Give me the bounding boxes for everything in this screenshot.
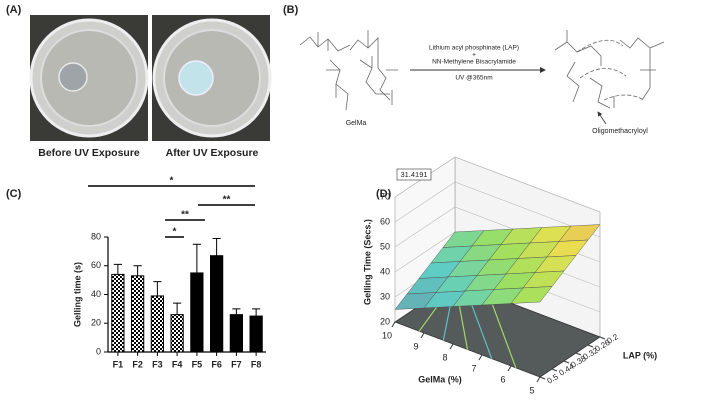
y-tick — [587, 344, 594, 348]
caption: Before UV Exposure — [38, 147, 140, 159]
z-axis-label: Gelling Time (Secs.) — [362, 219, 372, 305]
significance-label: ** — [223, 195, 231, 206]
z-tick-label: 70 — [380, 191, 390, 201]
annotation: 31.4191 — [400, 170, 427, 179]
x-tick-label: 5 — [529, 385, 534, 395]
bar — [131, 275, 145, 353]
x-tick-label: F5 — [192, 359, 203, 369]
diagram-label: Oligomethacryloyl — [592, 128, 648, 135]
x-tick-label: F7 — [231, 359, 242, 369]
significance-label: * — [173, 227, 177, 238]
surface-cell — [510, 286, 553, 304]
annotation-box — [396, 168, 432, 181]
y-tick-label: 40 — [91, 289, 101, 299]
x-tick-label: F3 — [152, 359, 163, 369]
y-tick — [599, 336, 606, 340]
y-tick-label: 0 — [96, 346, 101, 356]
x-axis-label: GelMa (%) — [418, 374, 462, 384]
diagram-label: GelMa — [346, 120, 367, 127]
y-tick — [563, 360, 570, 364]
bar — [249, 315, 263, 353]
panel-label: (C) — [6, 188, 22, 200]
y-tick-label: 20 — [91, 318, 101, 328]
x-tick-label: 7 — [471, 363, 476, 373]
reagent: Lithium acyl phosphinate (LAP) — [429, 45, 519, 52]
error-bar — [192, 243, 201, 273]
grid-line — [394, 156, 601, 213]
error-bar — [252, 308, 261, 317]
bar — [170, 314, 184, 353]
photo-after — [152, 15, 272, 141]
bar — [150, 295, 164, 353]
y-axis-label: LAP (%) — [623, 350, 657, 360]
panel-label: (A) — [6, 4, 22, 16]
error-bar — [232, 308, 241, 315]
x-tick — [420, 332, 425, 339]
x-tick — [449, 343, 454, 350]
z-tick-label: 50 — [380, 241, 390, 251]
y-tick — [539, 376, 546, 380]
y-tick-label: 60 — [91, 260, 101, 270]
x-tick-label: F8 — [251, 359, 262, 369]
z-tick-label: 30 — [380, 291, 390, 301]
photo-before — [29, 15, 149, 141]
polymer-diagram — [299, 30, 665, 111]
bar-chart: 0 20 40 60 80 Gelling time (s) F1 F2 F3 F4 F5 F6 F7 F… — [72, 176, 266, 369]
panel-label: (D) — [376, 188, 392, 200]
grid-line — [394, 181, 601, 238]
caption: After UV Exposure — [166, 147, 259, 159]
panel-label: (B) — [283, 4, 299, 16]
y-tick — [551, 368, 558, 372]
contour-line — [488, 294, 517, 369]
y-tick — [575, 352, 582, 356]
condition: UV @365nm — [455, 75, 492, 82]
x-tick-label: F4 — [172, 359, 183, 369]
x-tick — [507, 365, 512, 372]
bar — [190, 272, 204, 353]
z-tick-label: 20 — [380, 316, 390, 326]
x-tick-label: 6 — [500, 374, 505, 384]
x-tick-label: F6 — [211, 359, 222, 369]
error-bar — [153, 281, 162, 296]
significance-label: ** — [181, 210, 189, 221]
plus: + — [472, 52, 476, 59]
label-arrow — [597, 111, 607, 125]
x-tick — [536, 376, 541, 383]
y-tick-label: 0.2 — [606, 332, 621, 346]
error-bar — [133, 265, 142, 276]
x-tick-label: 8 — [442, 352, 447, 362]
error-bar — [113, 263, 122, 275]
significance-label: * — [170, 176, 174, 187]
x-tick-label: 10 — [382, 330, 392, 340]
bar — [111, 273, 125, 353]
x-tick — [478, 354, 483, 361]
surface-chart: 20304050607010987650.50.440.380.320.260.… — [362, 156, 657, 395]
z-tick-label: 40 — [380, 266, 390, 276]
x-tick-label: F2 — [132, 359, 143, 369]
x-tick-label: 9 — [413, 341, 418, 351]
crosslinker: NN-Methylene Bisacrylamide — [432, 59, 516, 66]
x-tick-label: F1 — [113, 359, 124, 369]
bar — [210, 255, 224, 353]
bar — [229, 314, 243, 353]
y-tick-label: 80 — [91, 231, 101, 241]
y-axis-label: Gelling time (s) — [72, 262, 82, 327]
error-bar — [173, 302, 182, 315]
x-tick — [391, 321, 396, 328]
z-tick-label: 60 — [380, 216, 390, 226]
y-tick-label: 0.5 — [546, 372, 561, 386]
error-bar — [212, 237, 221, 256]
